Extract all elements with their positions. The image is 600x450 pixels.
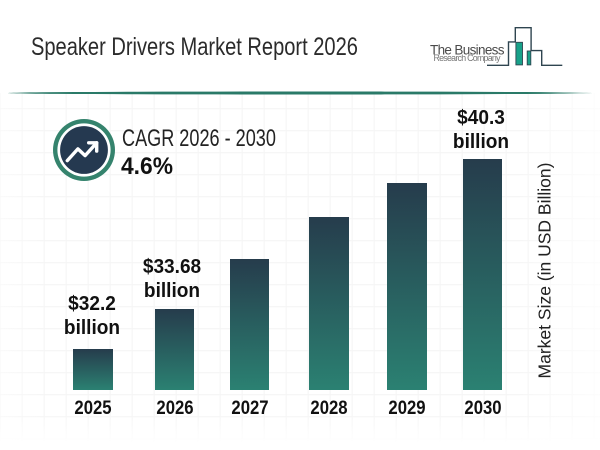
svg-text:The Business: The Business [430, 43, 505, 58]
svg-text:Research Company: Research Company [434, 53, 502, 63]
